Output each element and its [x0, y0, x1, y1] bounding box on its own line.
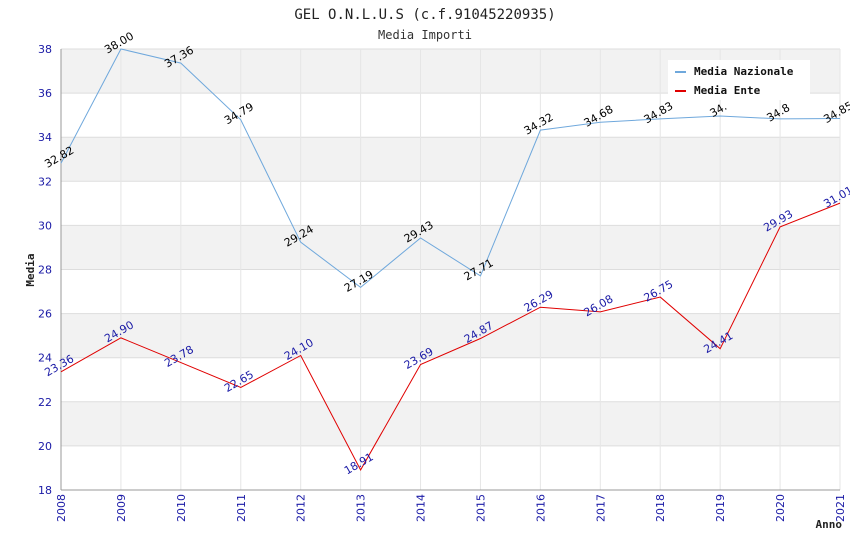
legend: Media Nazionale Media Ente — [668, 60, 810, 100]
plot-band — [61, 401, 840, 446]
x-tick-labels: 2008 2009 2010 2011 2012 2013 2014 2015 2016 2017… — [55, 494, 847, 522]
y-tick-label: 36 — [38, 87, 52, 100]
plot-band — [61, 357, 840, 402]
y-tick-label: 38 — [38, 43, 52, 56]
plot-band — [61, 93, 840, 138]
y-tick-label: 26 — [38, 308, 52, 321]
plot-band — [61, 225, 840, 270]
y-tick-label: 32 — [38, 175, 52, 188]
y-tick-labels: 18 20 22 24 26 28 30 32 34 36 38 — [38, 43, 52, 497]
plot-band — [61, 181, 840, 226]
x-tick-label: 2014 — [415, 494, 428, 522]
plot-band — [61, 313, 840, 358]
x-tick-label: 2018 — [654, 494, 667, 522]
x-tick-label: 2019 — [714, 494, 727, 522]
x-tick-label: 2008 — [55, 494, 68, 522]
y-tick-label: 30 — [38, 219, 52, 232]
x-tick-label: 2021 — [834, 494, 847, 522]
series-line-media-nazionale — [60, 48, 841, 288]
chart-title: GEL O.N.L.U.S (c.f.91045220935) — [294, 7, 555, 23]
x-tick-label: 2013 — [355, 494, 368, 522]
x-tick-label: 2020 — [774, 494, 787, 522]
plot-background-bands — [61, 49, 840, 490]
x-tick-label: 2009 — [115, 494, 128, 522]
plot-band — [61, 445, 840, 490]
x-tick-label: 2010 — [175, 494, 188, 522]
y-tick-label: 34 — [38, 131, 52, 144]
x-tick-label: 2016 — [534, 494, 547, 522]
y-tick-label: 24 — [38, 352, 52, 365]
plot-band — [61, 137, 840, 182]
x-tick-label: 2015 — [474, 494, 487, 522]
y-axis-label: Media — [24, 253, 37, 286]
y-tick-label: 18 — [38, 484, 52, 497]
x-axis-label: Anno — [816, 518, 843, 531]
y-tick-label: 22 — [38, 396, 52, 409]
x-tick-label: 2011 — [235, 494, 248, 522]
legend-label-media-ente: Media Ente — [694, 84, 761, 97]
plot-band — [61, 269, 840, 314]
y-tick-label: 28 — [38, 264, 52, 277]
legend-box — [668, 60, 810, 100]
x-tick-label: 2017 — [594, 494, 607, 522]
x-tick-label: 2012 — [295, 494, 308, 522]
y-tick-label: 20 — [38, 440, 52, 453]
series-lines — [60, 48, 841, 471]
legend-label-media-nazionale: Media Nazionale — [694, 65, 794, 78]
chart-subtitle: Media Importi — [378, 28, 472, 42]
series-line-media-ente — [60, 202, 841, 471]
